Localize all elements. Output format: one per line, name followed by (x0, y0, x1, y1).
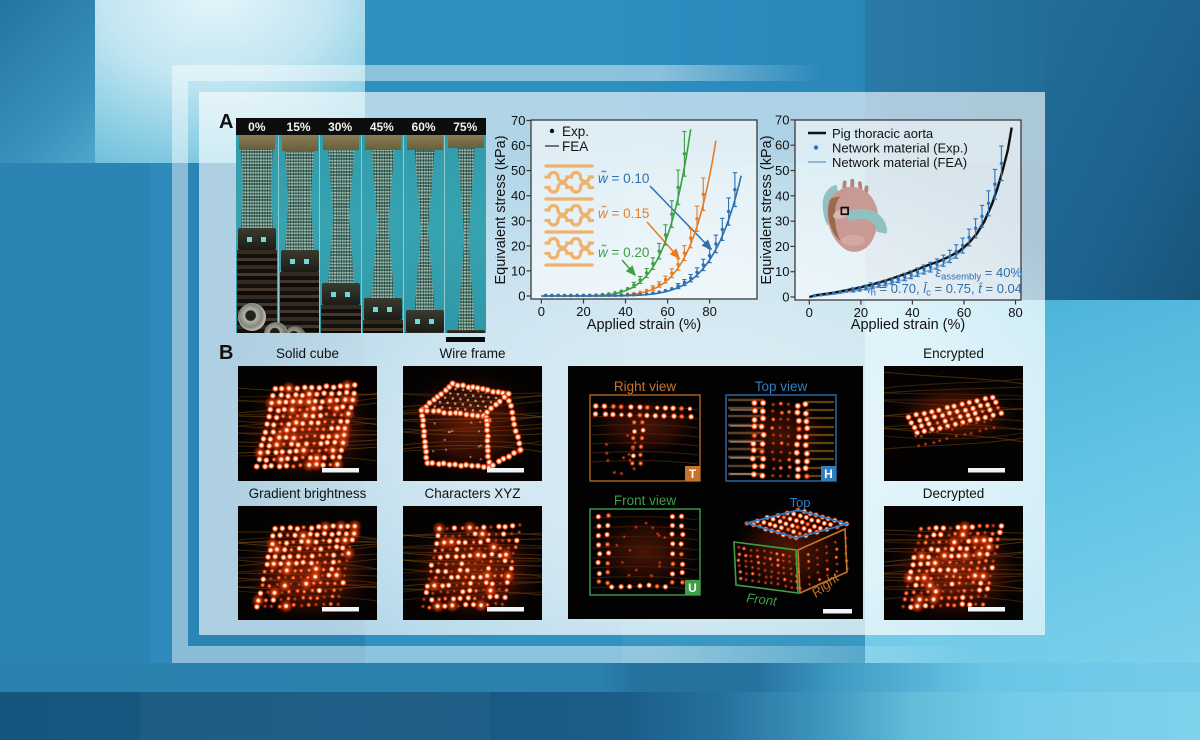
svg-text:w̃ = 0.15: w̃ = 0.15 (598, 206, 649, 221)
svg-text:Network material (FEA): Network material (FEA) (832, 155, 967, 170)
svg-text:80: 80 (1008, 305, 1022, 320)
svg-text:Right view: Right view (614, 379, 677, 394)
svg-text:50: 50 (511, 163, 525, 178)
svg-text:Front: Front (746, 590, 779, 609)
svg-text:0: 0 (518, 289, 525, 304)
svg-text:50: 50 (775, 163, 789, 178)
svg-text:0: 0 (782, 290, 789, 305)
svg-text:40: 40 (511, 188, 525, 203)
svg-text:20: 20 (775, 239, 789, 254)
svg-text:Front view: Front view (614, 493, 677, 508)
svg-text:60: 60 (957, 305, 971, 320)
svg-text:20: 20 (576, 304, 590, 319)
svg-text:Network material (Exp.): Network material (Exp.) (832, 141, 968, 156)
svg-text:30: 30 (775, 214, 789, 229)
svg-text:40: 40 (775, 188, 789, 203)
svg-text:Top view: Top view (755, 379, 808, 394)
svg-text:60: 60 (775, 138, 789, 153)
svg-text:40: 40 (905, 305, 919, 320)
svg-text:εassembly = 40%: εassembly = 40% (935, 265, 1022, 283)
svg-text:Pig thoracic aorta: Pig thoracic aorta (832, 126, 934, 141)
svg-text:40: 40 (618, 304, 632, 319)
svg-text:H: H (824, 467, 833, 481)
svg-text:U: U (688, 581, 697, 595)
svg-text:FEA: FEA (562, 139, 588, 154)
svg-text:Applied strain (%): Applied strain (%) (587, 317, 701, 333)
svg-text:20: 20 (511, 238, 525, 253)
svg-text:Exp.: Exp. (562, 124, 589, 139)
svg-text:70: 70 (511, 113, 525, 128)
svg-text:T: T (689, 467, 697, 481)
svg-text:Applied strain (%): Applied strain (%) (851, 317, 965, 333)
svg-text:Equivalent stress (kPa): Equivalent stress (kPa) (760, 135, 775, 284)
svg-text:l̄h = 0.70, l̄c = 0.75, t̄ = 0: l̄h = 0.70, l̄c = 0.75, t̄ = 0.04 (868, 281, 1022, 299)
svg-text:60: 60 (660, 304, 674, 319)
svg-text:w̃ = 0.20: w̃ = 0.20 (598, 245, 649, 260)
svg-text:0: 0 (538, 304, 545, 319)
svg-text:10: 10 (511, 263, 525, 278)
svg-text:Equivalent stress (kPa): Equivalent stress (kPa) (495, 135, 509, 284)
svg-text:20: 20 (854, 305, 868, 320)
svg-text:10: 10 (775, 264, 789, 279)
svg-text:70: 70 (775, 112, 789, 127)
svg-text:80: 80 (702, 304, 716, 319)
svg-text:0: 0 (806, 305, 813, 320)
svg-text:w̃ = 0.10: w̃ = 0.10 (598, 171, 649, 186)
svg-text:60: 60 (511, 138, 525, 153)
svg-text:30: 30 (511, 213, 525, 228)
